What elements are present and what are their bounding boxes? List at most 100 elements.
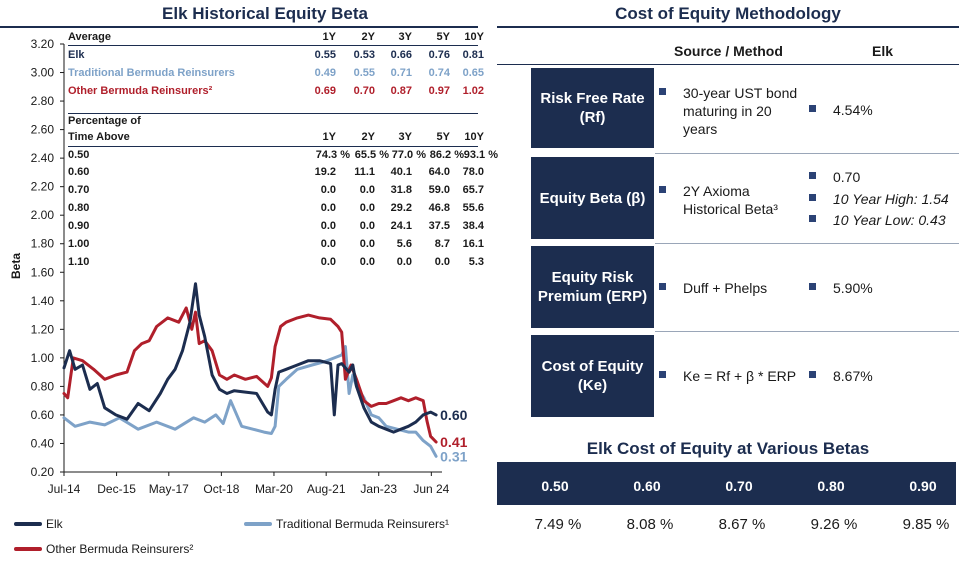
pct-value: 0.0: [359, 220, 375, 232]
pct-value: 65.7: [462, 184, 484, 196]
beta-cost-value: 9.85 %: [902, 516, 950, 533]
method-label-line: Cost of Equity: [541, 358, 644, 375]
series-end-label: 0.60: [440, 407, 467, 423]
pct-value: 0.0: [320, 220, 336, 232]
right-title: Cost of Equity Methodology: [615, 4, 841, 23]
period-header: 2Y: [361, 131, 375, 143]
legend-label-traditional: Traditional Bermuda Reinsurers¹: [276, 517, 449, 531]
pct-threshold: 0.60: [68, 166, 90, 178]
pct-value: 5.6: [396, 238, 412, 250]
method-label-cost-of-equity: Cost of Equity (Ke): [531, 335, 654, 417]
y-tick-label: 1.00: [31, 351, 55, 365]
source-line: 2Y Axioma: [683, 183, 750, 199]
beta-cost-value: 9.26 %: [810, 516, 858, 533]
x-tick-label: Mar-20: [255, 482, 293, 496]
source-line: 30-year UST bond: [683, 85, 798, 101]
pct-value: 77.0 %: [391, 149, 426, 161]
source-line: Duff + Phelps: [683, 280, 768, 296]
right-title-rule: [497, 26, 959, 28]
method-label-equity-beta: Equity Beta (β): [531, 157, 654, 239]
pct-value: 29.2: [390, 202, 412, 214]
pct-value: 78.0: [462, 166, 484, 178]
x-tick-label: Jul-14: [48, 482, 81, 496]
method-label-erp: Equity Risk Premium (ERP): [531, 246, 654, 328]
avg-value: 0.55: [314, 49, 336, 61]
avg-value: 0.74: [428, 67, 450, 79]
avg-value: 0.69: [314, 85, 336, 97]
avg-value: 0.65: [462, 67, 484, 79]
legend-swatch-traditional: [244, 522, 272, 526]
betas-header-band: [497, 462, 956, 505]
avg-row-label: Traditional Bermuda Reinsurers: [68, 67, 235, 79]
pct-value: 0.0: [359, 184, 375, 196]
pct-value: 5.3: [468, 256, 484, 268]
y-tick-label: 1.60: [31, 265, 55, 279]
y-tick-label: 3.00: [31, 66, 55, 80]
period-header: 3Y: [398, 131, 412, 143]
y-tick-label: 0.20: [31, 465, 55, 479]
beta-cost-value: 8.08 %: [626, 516, 674, 533]
avg-value: 1.02: [462, 85, 484, 97]
pct-row: 1.00 0.0 0.0 5.6 8.7 16.1: [68, 238, 484, 252]
series-line-0: [62, 282, 438, 434]
pct-value: 11.1: [354, 166, 375, 178]
pct-value: 0.0: [320, 238, 336, 250]
pct-threshold: 1.10: [68, 256, 90, 268]
pct-value: 0.0: [359, 202, 375, 214]
source-line: maturing in 20: [683, 103, 772, 119]
x-tick-label: Dec-15: [97, 482, 136, 496]
beta-header: 0.90: [909, 478, 937, 494]
pct-value: 0.0: [359, 256, 375, 268]
method-label-line: Equity Risk: [551, 269, 634, 286]
header-separator: [497, 64, 959, 65]
pct-value: 0.0: [320, 256, 336, 268]
series-line-2: [62, 306, 438, 444]
row-separator: [655, 153, 959, 154]
y-tick-label: 2.60: [31, 123, 55, 137]
avg-value: 0.55: [353, 67, 375, 79]
y-tick-label: 2.40: [31, 151, 55, 165]
beta-cost-value: 8.67 %: [718, 516, 766, 533]
pct-value: 24.1: [390, 220, 412, 232]
legend-swatch-elk: [14, 522, 42, 526]
row-separator: [655, 243, 959, 244]
period-header: 10Y: [464, 31, 484, 43]
avg-row-label: Other Bermuda Reinsurers²: [68, 85, 213, 97]
period-header: 5Y: [436, 131, 450, 143]
series-line-1: [62, 345, 438, 458]
method-label-line: (Ke): [577, 377, 608, 394]
avg-value: 0.66: [390, 49, 412, 61]
pct-value: 8.7: [434, 238, 450, 250]
pct-row: 1.10 0.0 0.0 0.0 0.0 5.3: [68, 256, 484, 270]
pct-row: 0.90 0.0 0.0 24.1 37.5 38.4: [68, 220, 484, 234]
legend-traditional: Traditional Bermuda Reinsurers¹: [244, 517, 449, 531]
method-label-line: Risk Free Rate: [540, 90, 645, 107]
avg-row-other: Other Bermuda Reinsurers² 0.69 0.70 0.87…: [68, 85, 484, 99]
series-end-label: 0.41: [440, 434, 467, 450]
legend-label-elk: Elk: [46, 517, 63, 531]
y-tick-label: 0.60: [31, 408, 55, 422]
bullet-square: [809, 215, 816, 222]
series-end-label: 0.31: [440, 448, 467, 464]
avg-value: 0.53: [353, 49, 375, 61]
pct-value: 86.2 %: [429, 149, 464, 161]
pct-value: 64.0: [428, 166, 450, 178]
elk-value: 4.54%: [833, 102, 873, 118]
left-title-rule: [0, 26, 478, 28]
source-line: years: [683, 121, 718, 137]
legend-swatch-other: [14, 547, 42, 551]
bullet-square: [809, 371, 816, 378]
pct-value: 0.0: [359, 238, 375, 250]
pct-value: 19.2: [314, 166, 336, 178]
period-header: 1Y: [322, 31, 336, 43]
x-tick-label: Jan-23: [360, 482, 397, 496]
pct-value: 0.0: [320, 202, 336, 214]
pct-value: 74.3 %: [315, 149, 350, 161]
source-line: Historical Beta³: [683, 201, 778, 217]
method-label-risk-free-rate: Risk Free Rate (Rf): [531, 68, 654, 148]
beta-header: 0.50: [541, 478, 569, 494]
method-label-line: Premium (ERP): [537, 288, 648, 305]
pct-header-line1: Percentage of: [68, 115, 141, 127]
period-header: 3Y: [398, 31, 412, 43]
stats-average-header-row: Average 1Y 2Y 3Y 5Y 10Y: [68, 31, 484, 46]
